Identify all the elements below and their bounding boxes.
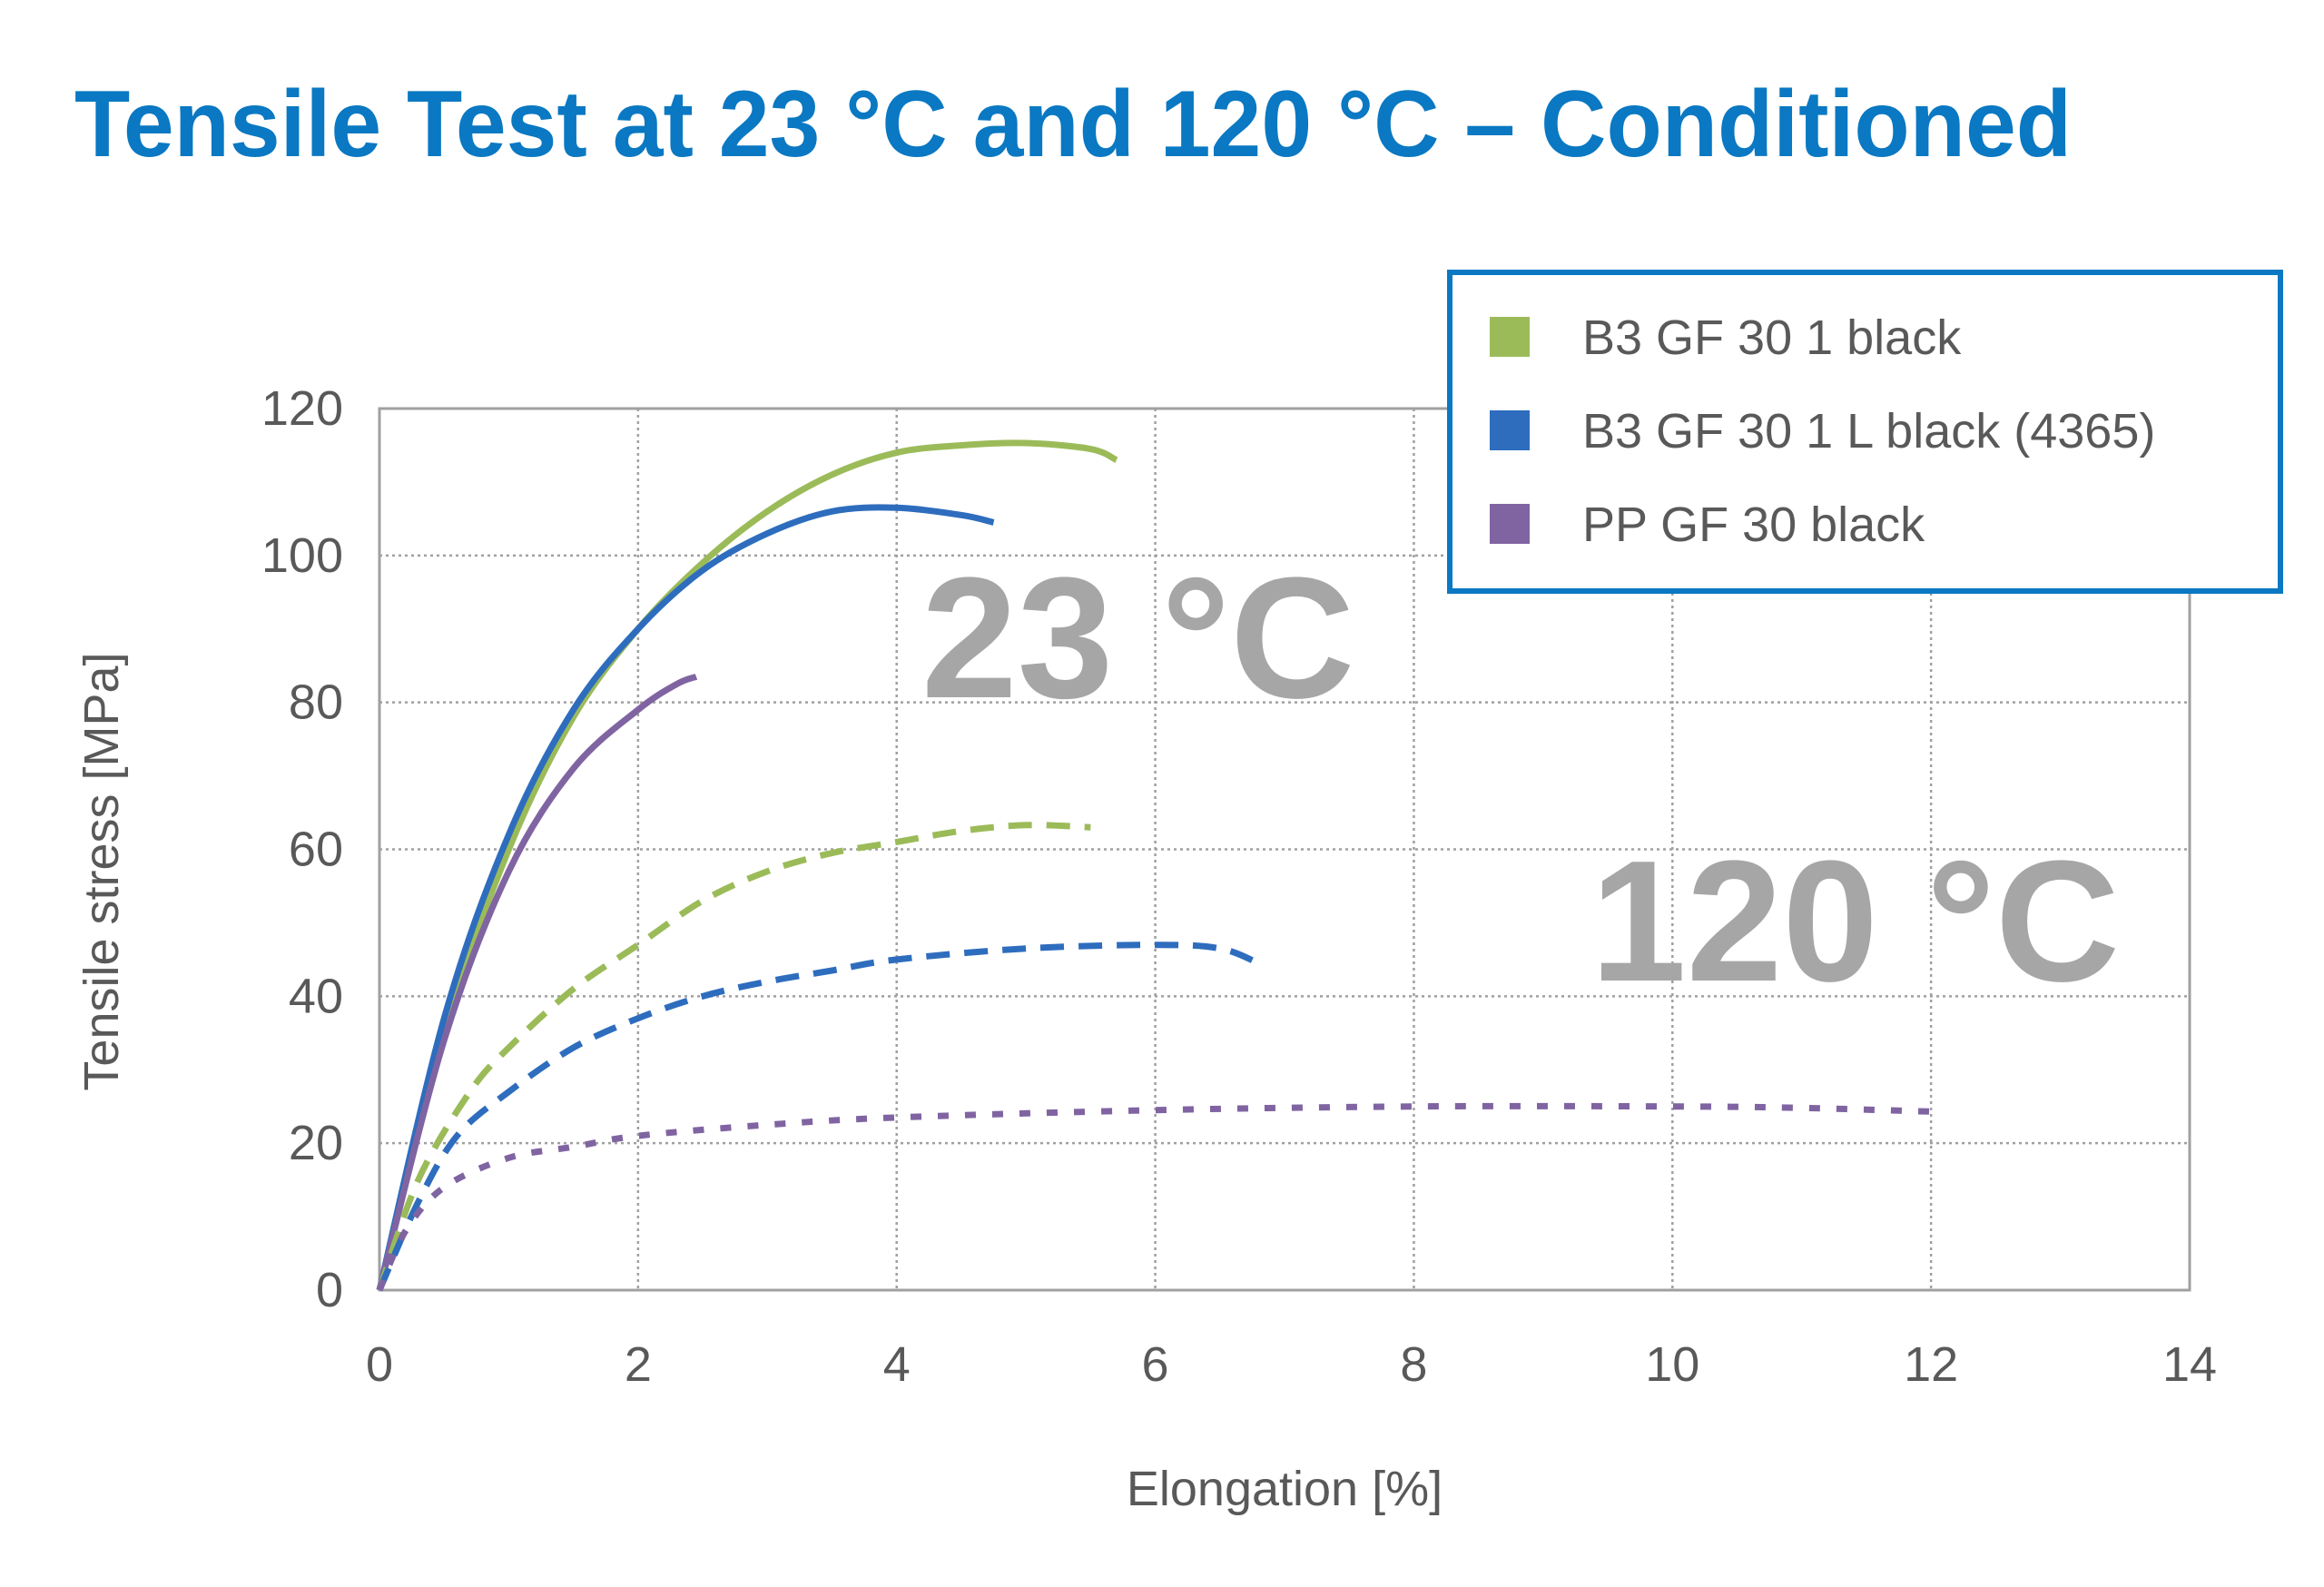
legend-label: PP GF 30 black — [1582, 498, 1925, 552]
x-axis-ticks: 0 2 4 6 8 10 12 14 — [366, 1337, 2217, 1392]
y-tick-label: 0 — [316, 1263, 343, 1317]
y-tick-label: 40 — [289, 969, 343, 1023]
series-line-solid-2 — [376, 674, 698, 1291]
y-axis-ticks: 0 20 40 60 80 100 120 — [261, 381, 343, 1317]
legend-label: B3 GF 30 1 L black (4365) — [1582, 404, 2155, 458]
y-axis-label: Tensile stress [MPa] — [74, 652, 129, 1090]
y-tick-label: 20 — [289, 1116, 343, 1170]
plot-border — [378, 407, 2191, 1292]
legend-swatch — [1490, 410, 1530, 450]
x-tick-label: 0 — [366, 1337, 393, 1392]
series-line-solid-0 — [376, 439, 1118, 1291]
x-tick-label: 10 — [1645, 1337, 1699, 1392]
annotation-23c: 23 °C — [921, 542, 1354, 734]
y-tick-label: 100 — [261, 528, 343, 583]
page-title: Tensile Test at 23 °C and 120 °C – Condi… — [74, 72, 2072, 177]
x-tick-label: 2 — [625, 1337, 652, 1392]
series-line-solid-1 — [376, 504, 995, 1291]
annotation-120c: 120 °C — [1590, 825, 2120, 1018]
x-tick-label: 12 — [1904, 1337, 1958, 1392]
x-tick-label: 14 — [2162, 1337, 2217, 1392]
legend-swatch — [1490, 504, 1530, 544]
series-line-dashed-4 — [376, 941, 1260, 1292]
legend-box — [1447, 270, 2283, 594]
y-tick-label: 80 — [289, 675, 343, 730]
x-tick-label: 4 — [883, 1337, 911, 1392]
x-tick-label: 6 — [1142, 1337, 1169, 1392]
legend: B3 GF 30 1 black B3 GF 30 1 L black (4365… — [1447, 270, 2283, 594]
x-axis-label: Elongation [%] — [1127, 1462, 1443, 1516]
series-lines — [376, 439, 1932, 1292]
y-tick-label: 120 — [261, 381, 343, 436]
legend-swatch — [1490, 317, 1530, 357]
y-tick-label: 60 — [289, 823, 343, 877]
series-line-dashed-3 — [376, 822, 1091, 1292]
x-tick-label: 8 — [1400, 1337, 1427, 1392]
legend-label: B3 GF 30 1 black — [1582, 310, 1962, 365]
